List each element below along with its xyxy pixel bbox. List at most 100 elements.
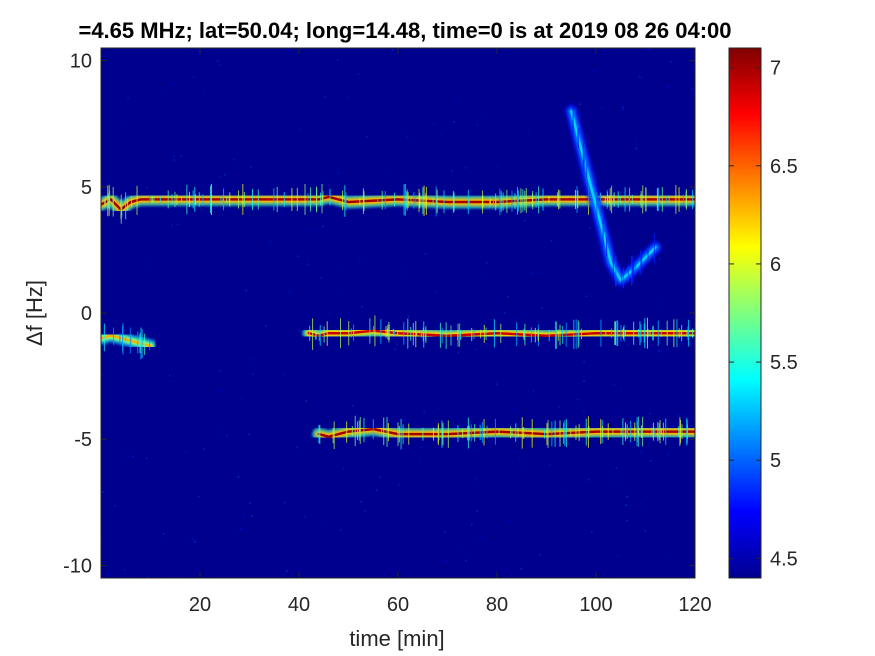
noise-speck [620, 389, 623, 391]
y-axis-label: Δf [Hz] [22, 280, 47, 346]
plot-area [101, 48, 695, 578]
noise-speck [622, 106, 624, 109]
noise-speck [600, 107, 602, 109]
noise-speck [410, 345, 413, 348]
noise-speck [478, 425, 480, 427]
noise-speck [114, 505, 116, 507]
noise-speck [203, 448, 206, 450]
colorbar-tick-label: 5 [770, 450, 781, 472]
noise-speck [197, 496, 200, 498]
noise-speck [336, 268, 339, 271]
noise-speck [622, 109, 624, 111]
noise-speck [670, 61, 673, 63]
noise-speck [507, 295, 509, 298]
noise-speck [659, 258, 661, 260]
plot-layer [101, 48, 695, 578]
noise-speck [638, 75, 641, 78]
noise-speck [127, 97, 129, 100]
noise-speck [564, 493, 567, 495]
noise-speck [496, 165, 499, 167]
noise-speck [475, 348, 477, 351]
noise-speck [287, 50, 290, 52]
y-tick-label: 5 [81, 177, 92, 199]
noise-speck [583, 361, 585, 364]
noise-speck [221, 431, 223, 433]
noise-speck [465, 167, 467, 169]
y-tick-label: -5 [74, 429, 92, 451]
noise-speck [241, 397, 243, 400]
noise-speck [424, 253, 427, 255]
noise-speck [251, 515, 253, 517]
noise-speck [450, 170, 453, 173]
noise-speck [337, 172, 340, 174]
noise-speck [147, 575, 149, 578]
x-tick-label: 60 [387, 594, 409, 616]
noise-speck [663, 418, 666, 421]
noise-speck [662, 303, 665, 305]
noise-speck [192, 76, 195, 78]
noise-speck [496, 383, 498, 385]
noise-speck [358, 257, 361, 259]
noise-speck [615, 479, 617, 481]
noise-speck [479, 536, 481, 539]
noise-speck [339, 529, 342, 531]
noise-speck [162, 533, 165, 535]
noise-speck [101, 374, 104, 377]
noise-speck [435, 291, 437, 294]
noise-speck [649, 412, 651, 415]
noise-speck [297, 255, 299, 257]
noise-speck [667, 453, 670, 455]
noise-speck [107, 574, 110, 576]
noise-speck [250, 359, 252, 361]
noise-speck [177, 223, 179, 226]
colorbar-tick-label: 4.5 [770, 548, 798, 570]
noise-speck [593, 70, 595, 73]
noise-speck [664, 554, 666, 556]
noise-speck [398, 484, 401, 486]
noise-speck [145, 457, 148, 460]
noise-speck [180, 155, 182, 157]
y-tick-label: -10 [63, 555, 92, 577]
x-tick-label: 120 [678, 594, 711, 616]
y-tick-label: 0 [81, 303, 92, 325]
noise-speck [460, 549, 462, 551]
noise-speck [509, 521, 512, 523]
noise-speck [336, 59, 339, 61]
noise-speck [482, 274, 485, 277]
noise-speck [289, 291, 292, 293]
noise-speck [613, 384, 616, 387]
noise-speck [523, 219, 526, 222]
noise-speck [539, 554, 541, 556]
noise-speck [394, 348, 397, 351]
noise-speck [101, 490, 104, 493]
noise-speck [640, 502, 642, 505]
noise-speck [265, 325, 267, 327]
noise-speck [173, 159, 176, 161]
noise-speck [233, 158, 235, 161]
noise-speck [465, 559, 467, 562]
noise-speck [640, 451, 642, 453]
noise-speck [298, 329, 301, 332]
noise-speck [658, 350, 660, 353]
noise-speck [173, 83, 175, 85]
noise-speck [169, 374, 171, 377]
noise-speck [525, 312, 527, 314]
noise-speck [406, 135, 409, 138]
colorbar-ticks: 7 6.5 6 5.5 5 4.5 [729, 58, 798, 570]
noise-speck [680, 237, 682, 240]
noise-speck [375, 489, 378, 491]
noise-speck [245, 289, 247, 292]
noise-speck [307, 259, 309, 261]
noise-speck [404, 419, 406, 421]
noise-speck [580, 113, 583, 115]
noise-speck [219, 389, 222, 392]
noise-speck [304, 515, 307, 518]
noise-speck [396, 343, 398, 345]
noise-speck [122, 120, 125, 122]
noise-speck [147, 263, 149, 266]
noise-speck [528, 129, 531, 132]
noise-speck [476, 124, 479, 126]
noise-speck [202, 89, 204, 91]
noise-speck [391, 49, 394, 52]
noise-speck [283, 501, 286, 504]
